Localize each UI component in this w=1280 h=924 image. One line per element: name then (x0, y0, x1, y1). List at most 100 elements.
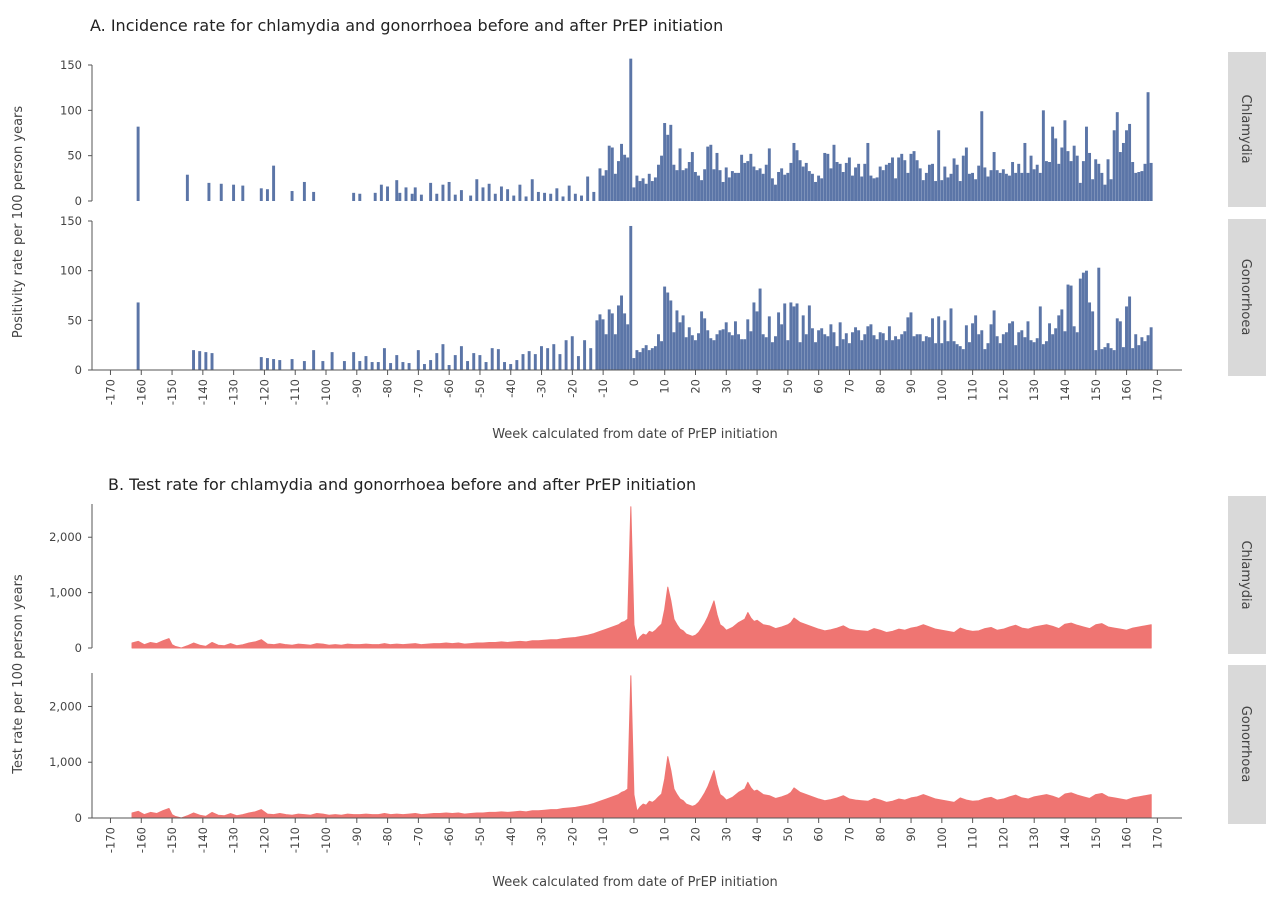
bar (515, 360, 519, 370)
bar (1041, 344, 1045, 370)
bar (410, 193, 414, 201)
bar (352, 192, 356, 201)
bar (635, 350, 639, 370)
bar (863, 163, 867, 201)
bar (1115, 318, 1119, 370)
bar (1069, 161, 1073, 201)
bar (958, 346, 962, 370)
bar (663, 123, 667, 201)
bar (641, 348, 645, 370)
bar (1103, 347, 1107, 370)
bar (1072, 326, 1076, 370)
bar (998, 172, 1002, 201)
bar (1115, 112, 1119, 201)
panel-a-x-axis: -170 -160 -150 -140 -130 -120 -110 -100 -90 -80 -7… (92, 369, 1182, 405)
bar (921, 180, 925, 201)
x-tick-label: 50 (781, 379, 795, 394)
bar (604, 334, 608, 370)
bar (290, 359, 294, 370)
bar (1085, 270, 1088, 370)
bar (961, 155, 965, 201)
bar (185, 174, 189, 201)
bar (607, 145, 611, 201)
bar (1069, 285, 1073, 370)
bar (509, 364, 513, 370)
bar (278, 360, 282, 370)
x-tick-label: 70 (842, 379, 856, 394)
bar (835, 346, 839, 370)
x-tick-label: -130 (227, 827, 241, 853)
panel-b-gonorrhoea-strip (1228, 665, 1266, 824)
bar (376, 362, 380, 370)
bar (1014, 172, 1018, 201)
x-tick-label: -140 (196, 827, 210, 853)
x-tick-label: 30 (719, 827, 733, 842)
bar (429, 182, 433, 201)
x-tick-label: 100 (935, 827, 949, 849)
bar (847, 157, 851, 201)
bar (681, 170, 685, 201)
bar (644, 345, 648, 370)
bar (413, 187, 417, 201)
bar (1075, 155, 1079, 201)
bar (915, 334, 919, 370)
x-tick-label: 80 (873, 827, 887, 842)
bar (798, 342, 802, 370)
bar (887, 162, 891, 201)
bar (1128, 123, 1132, 201)
bar (1008, 175, 1011, 201)
x-tick-label: 170 (1150, 827, 1164, 849)
panel-b-gonorrhoea-facet: 0 1,000 2,000 (49, 673, 1152, 825)
bar (826, 153, 830, 201)
x-tick-label: -70 (411, 379, 425, 398)
bar (838, 163, 842, 201)
bar (207, 182, 211, 201)
bar (1008, 323, 1011, 370)
bar (764, 164, 768, 201)
bar (265, 358, 269, 370)
bar (693, 340, 697, 370)
panel-b-chlamydia-strip-label: Chlamydia (1238, 540, 1253, 609)
panel-a-gonorrhoea-strip-label: Gonorrhoea (1238, 259, 1253, 336)
bar (459, 346, 463, 370)
bar (435, 353, 439, 370)
bar (493, 193, 497, 201)
bar (192, 350, 195, 370)
x-tick-label: -130 (227, 379, 241, 405)
bar (684, 337, 688, 370)
bar (983, 349, 987, 370)
bar (847, 343, 851, 370)
bar (626, 157, 630, 201)
bar (721, 329, 725, 370)
x-tick-label: -30 (535, 379, 549, 398)
bar (832, 144, 836, 201)
bar (952, 341, 956, 370)
bar (512, 195, 516, 201)
bar (620, 295, 623, 370)
bar (1100, 349, 1104, 370)
bar (386, 186, 389, 201)
x-tick-label: 40 (750, 379, 764, 394)
x-tick-label: 140 (1058, 827, 1072, 849)
bar (804, 162, 808, 201)
x-tick-label: -40 (504, 827, 518, 846)
bar (441, 184, 445, 201)
bar (980, 330, 984, 370)
bar (653, 177, 657, 201)
bar (924, 172, 928, 201)
bar (1118, 321, 1122, 370)
bar (1078, 182, 1082, 201)
bar (817, 175, 821, 201)
bar (660, 341, 664, 370)
bar (968, 342, 971, 370)
bar (1029, 155, 1033, 201)
bar (290, 191, 294, 201)
bar (860, 176, 864, 201)
x-tick-label: 120 (996, 379, 1010, 401)
bar (872, 178, 876, 201)
x-tick-label: 60 (812, 827, 826, 842)
bar (1100, 172, 1104, 201)
bar (1137, 171, 1141, 201)
bar (761, 334, 765, 370)
bar (204, 352, 208, 370)
